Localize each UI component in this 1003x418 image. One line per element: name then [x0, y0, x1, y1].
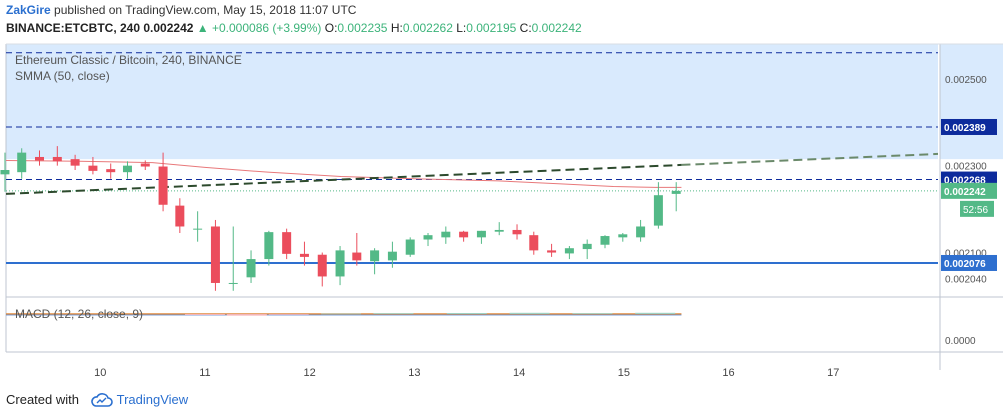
last-price-tag-label: 0.002242	[944, 187, 986, 198]
candle-down[interactable]	[106, 169, 116, 173]
macd-legend: MACD (12, 26, close, 9)	[15, 307, 143, 321]
tradingview-cloud-icon	[90, 393, 113, 407]
candle-down[interactable]	[547, 250, 557, 253]
close-label: C:	[519, 21, 532, 35]
created-with-label: Created with	[6, 392, 79, 407]
candle-up[interactable]	[582, 243, 592, 250]
x-tick-label: 14	[513, 367, 525, 379]
candle-up[interactable]	[246, 259, 256, 278]
author-name[interactable]: ZakGire	[6, 3, 51, 17]
x-tick-label: 17	[827, 367, 839, 379]
x-tick-label: 10	[94, 367, 106, 379]
open-label: O:	[324, 21, 338, 35]
x-tick-label: 11	[199, 367, 210, 379]
candle-up[interactable]	[564, 248, 574, 254]
candle-down[interactable]	[352, 252, 362, 261]
candle-down[interactable]	[140, 163, 150, 167]
support-level-tag	[941, 254, 997, 271]
smma-line	[5, 159, 682, 188]
high-label: H:	[390, 21, 403, 35]
x-tick-label: 12	[304, 367, 316, 379]
close-value: 0.002242	[531, 21, 582, 35]
resistance-level-tag	[941, 118, 997, 135]
resistance-zone	[6, 44, 938, 160]
candle-up[interactable]	[17, 152, 27, 173]
footer: Created with TradingView	[6, 392, 188, 407]
candle-up[interactable]	[264, 232, 274, 260]
symbol-label: BINANCE:ETCBTC, 240	[6, 21, 141, 35]
tradingview-brand[interactable]: TradingView	[116, 392, 189, 407]
last-price-tag	[941, 182, 997, 199]
macd-tick-label: 0.0000	[945, 336, 976, 347]
candle-down[interactable]	[210, 226, 220, 283]
macd-histogram-bar	[446, 313, 487, 314]
candle-down[interactable]	[35, 156, 45, 161]
macd-histogram-bar	[373, 313, 414, 314]
candle-down[interactable]	[529, 235, 539, 251]
candle-down[interactable]	[88, 165, 98, 171]
candle-down[interactable]	[512, 229, 522, 235]
candle-up[interactable]	[370, 250, 380, 262]
publish-header: ZakGire published on TradingView.com, Ma…	[6, 3, 356, 17]
macd-histogram-bar	[572, 313, 613, 314]
last-price: 0.002242	[143, 21, 194, 35]
candle-down[interactable]	[158, 166, 168, 205]
candle-up[interactable]	[494, 229, 504, 232]
trend-line-projection	[681, 152, 939, 166]
candle-up[interactable]	[387, 251, 397, 261]
candle-up[interactable]	[335, 250, 345, 277]
macd-histogram-bar	[321, 313, 362, 315]
y-tick-label: 0.002100	[945, 249, 987, 260]
countdown-label: 52:56	[963, 205, 988, 216]
candle-up[interactable]	[671, 190, 681, 194]
open-value: 0.002235	[337, 21, 388, 35]
macd-histogram-bar	[226, 314, 267, 316]
x-tick-label: 15	[618, 367, 630, 379]
resistance-level-tag-label: 0.002389	[944, 123, 986, 134]
candle-up[interactable]	[0, 170, 10, 175]
candle-up[interactable]	[405, 239, 415, 255]
candle-down[interactable]	[459, 231, 469, 238]
candle-up[interactable]	[600, 236, 610, 245]
candle-down[interactable]	[299, 253, 309, 257]
resistance-zone-axis	[940, 44, 1003, 160]
candle-up[interactable]	[193, 228, 203, 230]
candle-up[interactable]	[476, 230, 486, 238]
y-tick-label: 0.002300	[945, 162, 987, 173]
low-label: L:	[456, 21, 467, 35]
chart-title: Ethereum Classic / Bitcoin, 240, BINANCE	[15, 53, 242, 67]
price-change: ▲ +0.000086 (+3.99%)	[196, 21, 322, 35]
candle-down[interactable]	[52, 156, 62, 162]
publish-info: published on TradingView.com, May 15, 20…	[54, 3, 357, 17]
macd-histogram-bar	[268, 314, 309, 315]
ohlc-header: BINANCE:ETCBTC, 240 0.002242 ▲ +0.000086…	[6, 21, 582, 35]
candle-up[interactable]	[423, 235, 433, 240]
macd-histogram-bar	[184, 314, 225, 315]
low-value: 0.002195	[466, 21, 517, 35]
macd-histogram-bar	[635, 312, 676, 314]
macd-histogram-bar	[509, 312, 550, 314]
smma-legend: SMMA (50, close)	[15, 69, 110, 83]
candle-down[interactable]	[175, 205, 185, 227]
candle-down[interactable]	[282, 232, 292, 254]
candle-up[interactable]	[618, 234, 628, 238]
trend-line	[5, 163, 682, 195]
candle-up[interactable]	[441, 231, 451, 238]
support-level-tag-label: 0.002076	[944, 259, 986, 270]
candle-down[interactable]	[317, 254, 327, 277]
current-level-tag-label: 0.002268	[944, 176, 986, 187]
candle-up[interactable]	[636, 226, 646, 238]
candle-up[interactable]	[122, 165, 132, 173]
candle-up[interactable]	[653, 195, 663, 226]
x-tick-label: 16	[722, 367, 734, 379]
x-tick-label: 13	[408, 367, 420, 379]
high-value: 0.002262	[402, 21, 453, 35]
countdown-tag	[960, 200, 994, 217]
candle-down[interactable]	[70, 159, 80, 166]
y-tick-label: 0.002040	[945, 275, 987, 286]
candle-up[interactable]	[228, 282, 238, 284]
y-tick-label: 0.002500	[945, 75, 987, 86]
